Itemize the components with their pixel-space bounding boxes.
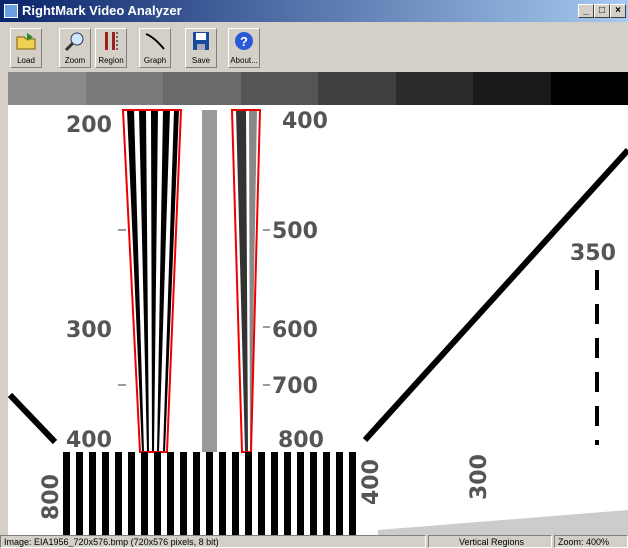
maximize-button[interactable]: □: [594, 4, 610, 18]
comb-bar: [89, 452, 96, 535]
minimize-button[interactable]: _: [578, 4, 594, 18]
comb-bar: [258, 452, 265, 535]
pattern-label: 600: [272, 318, 318, 343]
comb-bar: [154, 452, 161, 535]
comb-bar: [271, 452, 278, 535]
button-label: Zoom: [60, 56, 90, 65]
title-bar: RightMark Video Analyzer _ □ ×: [0, 0, 628, 22]
window-title: RightMark Video Analyzer: [22, 0, 182, 22]
comb-bar: [336, 452, 343, 535]
status-zoom: Zoom: 400%: [554, 535, 628, 548]
status-bar: Image: EIA1956_720x576.bmp (720x576 pixe…: [0, 535, 628, 548]
close-button[interactable]: ×: [610, 4, 626, 18]
pattern-label: 300: [66, 318, 112, 343]
comb-bar: [245, 452, 252, 535]
button-label: Load: [11, 56, 41, 65]
pattern-label: 800: [278, 428, 324, 453]
comb-bar: [128, 452, 135, 535]
comb-bar: [297, 452, 304, 535]
comb-bar: [76, 452, 83, 535]
region-button[interactable]: Region: [95, 28, 127, 68]
pattern-label: 400: [66, 428, 112, 453]
comb-bar: [180, 452, 187, 535]
button-label: Graph: [140, 56, 170, 65]
comb-bar: [219, 452, 226, 535]
about-button[interactable]: ? About...: [228, 28, 260, 68]
pattern-label: 700: [272, 374, 318, 399]
status-file: Image: EIA1956_720x576.bmp (720x576 pixe…: [0, 535, 426, 548]
save-button[interactable]: Save: [185, 28, 217, 68]
pattern-label: 500: [272, 219, 318, 244]
comb-bar: [115, 452, 122, 535]
comb-bar: [232, 452, 239, 535]
comb-bar: [206, 452, 213, 535]
comb-bar: [310, 452, 317, 535]
app-icon: [4, 4, 18, 18]
button-label: About...: [229, 56, 259, 65]
comb-bar: [284, 452, 291, 535]
comb-bar: [63, 452, 70, 535]
comb-bar: [141, 452, 148, 535]
pattern-label: 800: [39, 474, 64, 520]
zoom-button[interactable]: Zoom: [59, 28, 91, 68]
pattern-label: 300: [467, 454, 492, 500]
comb-bar: [323, 452, 330, 535]
pattern-label: 200: [66, 113, 112, 138]
pattern-label: 350: [570, 241, 616, 266]
app-window: RightMark Video Analyzer _ □ × Load Zoom…: [0, 0, 628, 548]
svg-text:?: ?: [240, 34, 248, 49]
pattern-label: 400: [359, 459, 384, 505]
image-view: 200 400 500 300 600 700 400 800 350 800 …: [8, 105, 628, 535]
gray-scale-strip: [8, 72, 628, 105]
status-mode: Vertical Regions: [428, 535, 552, 548]
graph-button[interactable]: Graph: [139, 28, 171, 68]
load-button[interactable]: Load: [10, 28, 42, 68]
comb-bar: [349, 452, 356, 535]
comb-bar: [102, 452, 109, 535]
comb-bar: [167, 452, 174, 535]
pattern-label: 400: [282, 109, 328, 134]
comb-bar: [193, 452, 200, 535]
toolbar: Load Zoom Region Graph Save ? About...: [0, 22, 628, 72]
button-label: Region: [96, 56, 126, 65]
button-label: Save: [186, 56, 216, 65]
